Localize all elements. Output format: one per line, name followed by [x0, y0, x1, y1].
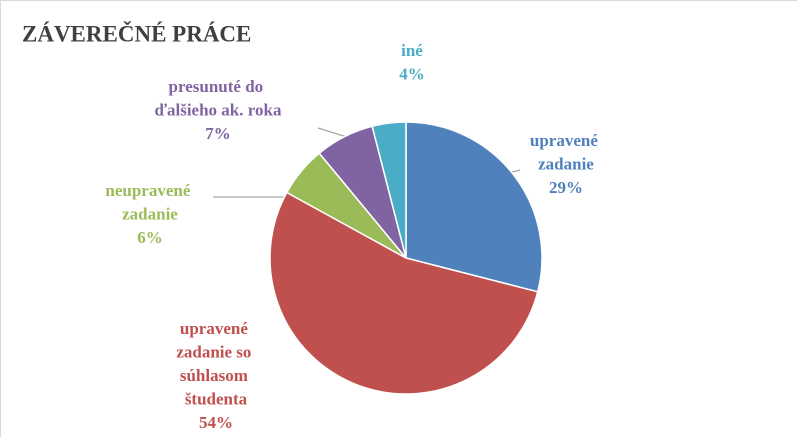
slice-value-label: 29% — [549, 178, 583, 197]
slice-value-label: 4% — [399, 64, 425, 83]
label-line: zadanie — [538, 154, 594, 173]
slice-label: upravené zadanie — [530, 131, 602, 174]
slices — [269, 121, 543, 395]
label-line: neupravené — [105, 181, 194, 200]
slice-value-label: 6% — [137, 228, 163, 247]
slice-label: iné — [401, 41, 423, 60]
label-line: upravené — [530, 131, 602, 150]
slice-label: upravené zadanie so súhlasom študenta — [176, 319, 255, 409]
slice-value-label: 54% — [199, 413, 233, 432]
label-line: súhlasom — [180, 366, 252, 385]
label-line: zadanie so — [176, 342, 255, 361]
pie-slice — [269, 191, 539, 395]
label-line: iné — [401, 41, 423, 60]
label-line: presunuté do — [169, 77, 268, 96]
label-line: študenta — [185, 389, 248, 408]
chart-title: ZÁVEREČNÉ PRÁCE — [22, 20, 251, 46]
label-line: upravené — [180, 319, 252, 338]
pie-slice — [371, 121, 407, 259]
label-line: zadanie — [122, 204, 178, 223]
slice-label: presunuté do ďalšieho ak. roka — [155, 77, 282, 120]
slice-label: neupravené zadanie — [105, 181, 194, 224]
leader-line — [511, 169, 521, 173]
label-line: ďalšieho ak. roka — [155, 100, 282, 119]
slice-value-label: 7% — [205, 124, 231, 143]
pie-slice — [405, 121, 543, 293]
